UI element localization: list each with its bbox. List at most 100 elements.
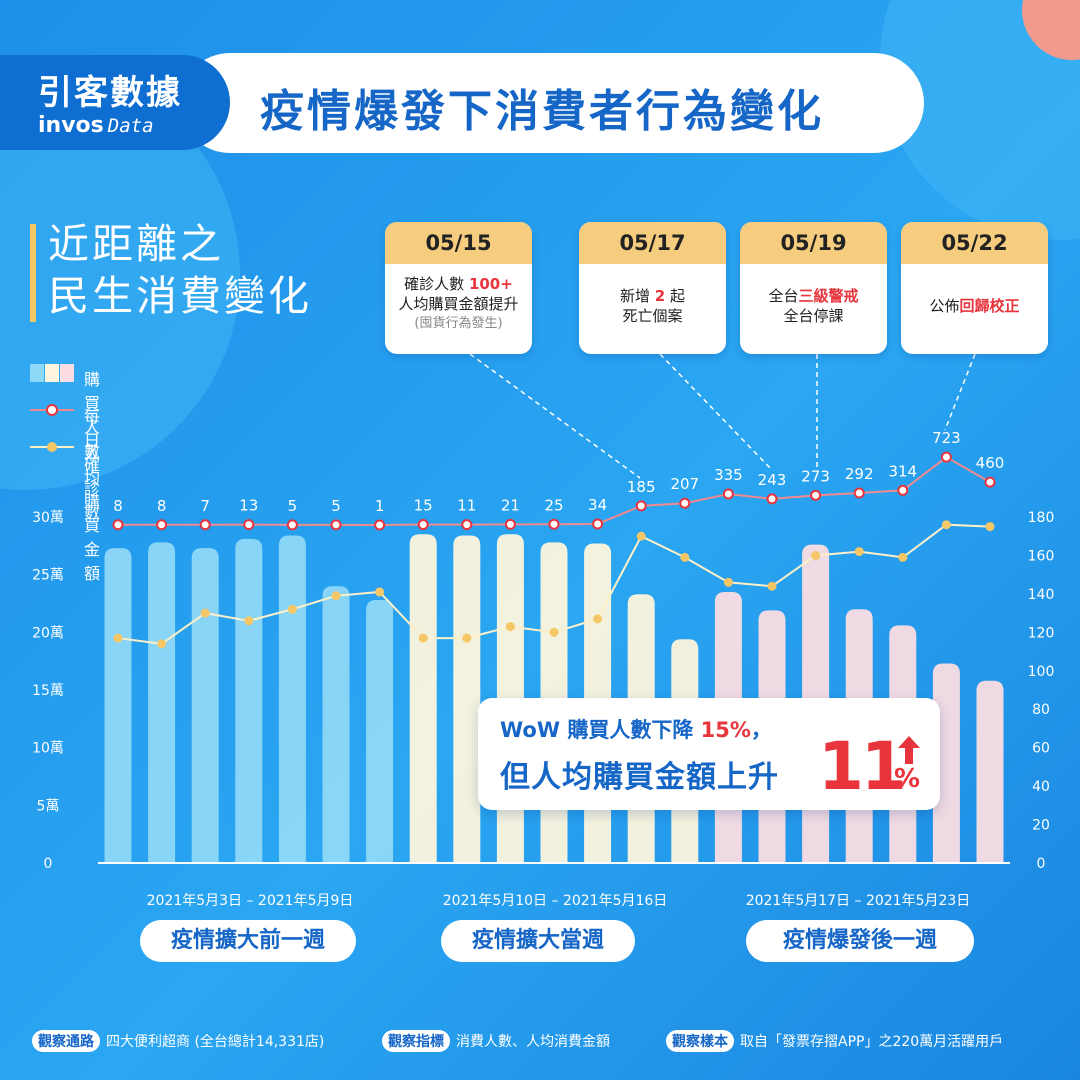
y-axis-left-tick: 25萬: [32, 568, 64, 584]
event-text: 死亡個案: [622, 307, 683, 325]
y-axis-left-tick: 0: [44, 856, 53, 872]
event-text: 起: [665, 287, 685, 305]
bar: [453, 535, 481, 863]
legend-item-bars: 購買人數: [30, 362, 100, 461]
bar: [148, 542, 176, 863]
cases-data-label: 8: [113, 497, 123, 515]
bar: [409, 534, 437, 863]
cases-data-label: 13: [239, 497, 258, 515]
cases-data-label: 723: [932, 429, 961, 447]
cases-point: [199, 519, 211, 531]
cases-data-label: 25: [544, 496, 563, 514]
cases-point: [722, 488, 734, 500]
y-axis-right-tick: 0: [1037, 856, 1046, 872]
brand-name-en-main: invos: [38, 113, 104, 138]
cases-data-label: 34: [588, 496, 607, 514]
cases-point: [853, 487, 865, 499]
group-label: 疫情爆發後一週: [746, 920, 974, 962]
legend-cases-label: 每日確診數: [84, 407, 101, 522]
spend-point: [331, 591, 341, 601]
spend-point: [157, 639, 167, 649]
bar: [191, 548, 219, 863]
callout-line2: 但人均購買金額上升: [500, 760, 779, 795]
cases-data-label: 7: [200, 497, 210, 515]
cases-point: [417, 519, 429, 531]
spend-point: [593, 614, 603, 624]
cases-data-label: 1: [375, 497, 385, 515]
footer-tag: 觀察指標: [382, 1030, 450, 1052]
event-text: 全台: [768, 287, 799, 305]
page-title: 疫情爆發下消費者行為變化: [260, 86, 824, 137]
subtitle-line1: 近距離之: [48, 220, 224, 268]
legend-bars-label: 購買人數: [84, 370, 101, 461]
spend-point: [244, 616, 254, 626]
brand-name-en: invos Data: [38, 113, 154, 138]
event-text: 確診人數: [404, 275, 469, 293]
event-desc: 新增 2 起 死亡個案: [579, 264, 726, 326]
event-highlight: 100+: [468, 275, 513, 293]
event-desc: 確診人數 100+ 人均購買金額提升 (囤貨行為發生): [385, 264, 532, 334]
event-desc: 全台三級警戒 全台停課: [740, 264, 887, 326]
cases-data-label: 273: [801, 467, 830, 485]
footer-note-metric: 觀察指標 消費人數、人均消費金額: [382, 1030, 610, 1052]
spend-point: [287, 604, 297, 614]
event-highlight: 2: [654, 287, 666, 305]
cases-data-label: 15: [414, 497, 433, 515]
group-label: 疫情擴大當週: [441, 920, 635, 962]
event-highlight: 回歸校正: [959, 297, 1020, 315]
cases-point: [112, 519, 124, 531]
bar: [235, 538, 263, 863]
event-date: 05/17: [579, 222, 726, 264]
spend-point: [811, 550, 821, 560]
cases-point: [330, 519, 342, 531]
y-axis-right-tick: 100: [1028, 664, 1055, 680]
cases-data-label: 11: [457, 497, 476, 515]
spend-point: [854, 547, 864, 557]
spend-point: [636, 531, 646, 541]
callout-text: WoW 購買人數下降: [500, 718, 701, 742]
spend-point: [680, 552, 690, 562]
subtitle: 近距離之 民生消費變化: [48, 218, 312, 322]
spend-point: [723, 577, 733, 587]
cases-point: [635, 500, 647, 512]
cases-data-label: 335: [714, 466, 743, 484]
cases-data-label: 292: [845, 465, 874, 483]
footer-text: 四大便利超商 (全台總計14,331店): [106, 1034, 325, 1050]
callout-big-number: 11: [818, 728, 907, 805]
cases-data-label: 185: [627, 478, 656, 496]
cases-point: [679, 497, 691, 509]
event-date: 05/22: [901, 222, 1048, 264]
y-axis-right-tick: 120: [1028, 625, 1055, 641]
legend-cases-swatch: [30, 404, 74, 416]
legend-item-cases: 每日確診數: [30, 399, 100, 522]
legend-bars-swatch: [30, 364, 74, 382]
spend-point: [767, 581, 777, 591]
spend-point: [941, 520, 951, 530]
y-axis-left-tick: 15萬: [32, 683, 64, 699]
event-card-0515: 05/15 確診人數 100+ 人均購買金額提升 (囤貨行為發生): [385, 222, 532, 354]
event-highlight: 三級警戒: [798, 287, 859, 305]
cases-point: [897, 484, 909, 496]
footer-text: 消費人數、人均消費金額: [456, 1034, 610, 1050]
y-axis-right-tick: 20: [1032, 818, 1050, 834]
legend-spend-label: 人均購買金額: [84, 444, 101, 583]
cases-data-label: 8: [157, 497, 167, 515]
y-axis-left-tick: 30萬: [32, 510, 64, 526]
event-note: (囤貨行為發生): [414, 316, 503, 331]
event-connector: [659, 353, 773, 471]
title-banner: 疫情爆發下消費者行為變化: [180, 53, 924, 153]
cases-point: [243, 519, 255, 531]
cases-point: [286, 519, 298, 531]
cases-point: [504, 518, 516, 530]
cases-data-label: 243: [758, 471, 787, 489]
legend-item-spend: 人均購買金額: [30, 436, 100, 583]
footer-note-channel: 觀察通路 四大便利超商 (全台總計14,331店): [32, 1030, 324, 1052]
cases-point: [984, 476, 996, 488]
event-card-0517: 05/17 新增 2 起 死亡個案: [579, 222, 726, 354]
event-text: 人均購買金額提升: [398, 295, 519, 313]
cases-point: [940, 451, 952, 463]
cases-point: [156, 519, 168, 531]
y-axis-right-tick: 40: [1032, 779, 1050, 795]
callout-line1: WoW 購買人數下降 15%，: [500, 714, 772, 744]
